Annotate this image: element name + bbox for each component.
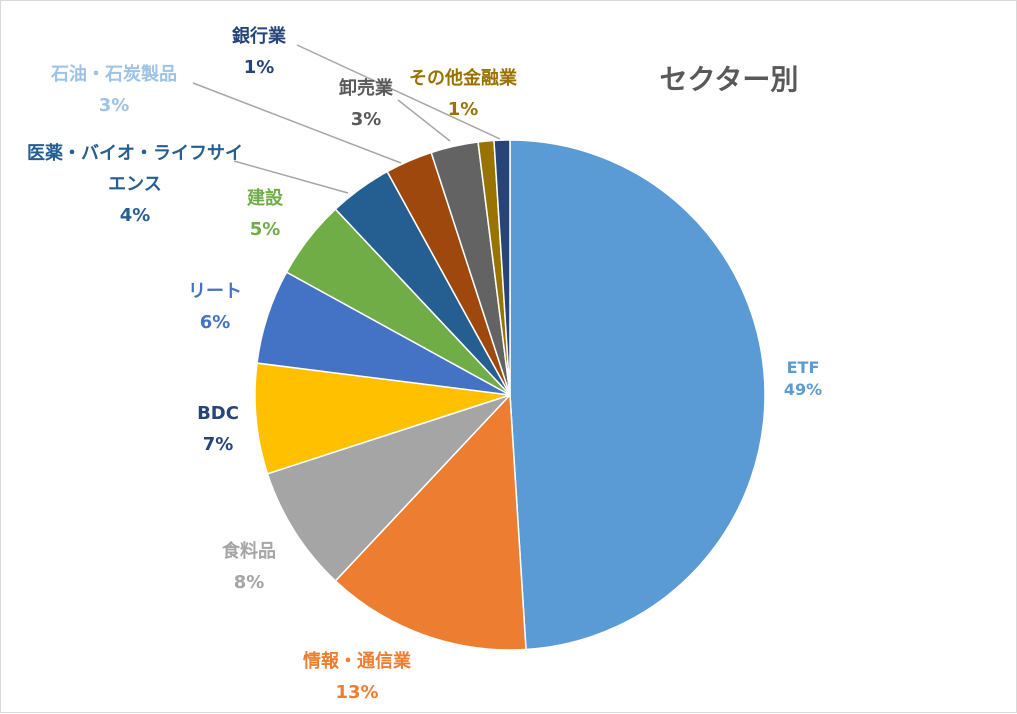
category-label-2: 食料品 xyxy=(221,540,276,562)
pie-slice-10 xyxy=(493,139,511,396)
value-label-9: 1% xyxy=(448,99,479,120)
category-label-1: 情報・通信業 xyxy=(303,650,412,672)
leader-line-10 xyxy=(296,44,501,140)
category-label-10: 銀行業 xyxy=(232,25,287,47)
pie-slices xyxy=(254,139,766,651)
pie-slice-1 xyxy=(334,393,527,651)
category-label-3: BDC xyxy=(197,403,239,424)
category-label-7: 石油・石炭製品 xyxy=(50,63,177,85)
value-label-0: 49% xyxy=(784,380,822,399)
category-label-9: その他金融業 xyxy=(409,67,518,89)
value-label-1: 13% xyxy=(335,682,378,703)
leader-lines xyxy=(192,44,501,194)
leader-line-6 xyxy=(233,160,349,194)
value-label-6: 4% xyxy=(120,205,151,226)
pie-slice-3 xyxy=(254,362,511,475)
category-label-4: リート xyxy=(188,281,242,302)
category-label-0: ETF xyxy=(787,358,820,377)
category-label-6-line-0: 医薬・バイオ・ライフサイ xyxy=(27,143,243,164)
chart-title: セクター別 xyxy=(660,63,799,96)
value-label-5: 5% xyxy=(250,219,281,240)
leader-line-7 xyxy=(192,82,402,164)
value-label-8: 3% xyxy=(351,109,382,130)
category-label-8: 卸売業 xyxy=(339,77,394,99)
category-label-5: 建設 xyxy=(247,187,284,209)
data-labels: ETF 49% 情報・通信業 13% 食料品 8% BDC 7% リート 6% 建設 5% 医薬・バイオ… xyxy=(27,25,822,703)
leader-line-8 xyxy=(397,99,451,142)
value-label-7: 3% xyxy=(99,95,130,116)
value-label-4: 6% xyxy=(200,312,231,333)
pie-slice-2 xyxy=(266,394,511,582)
value-label-2: 8% xyxy=(234,572,265,593)
pie-slice-0 xyxy=(509,139,766,651)
value-label-3: 7% xyxy=(203,434,234,455)
category-label-6-line-1: エンス xyxy=(108,174,162,195)
value-label-10: 1% xyxy=(244,57,275,78)
